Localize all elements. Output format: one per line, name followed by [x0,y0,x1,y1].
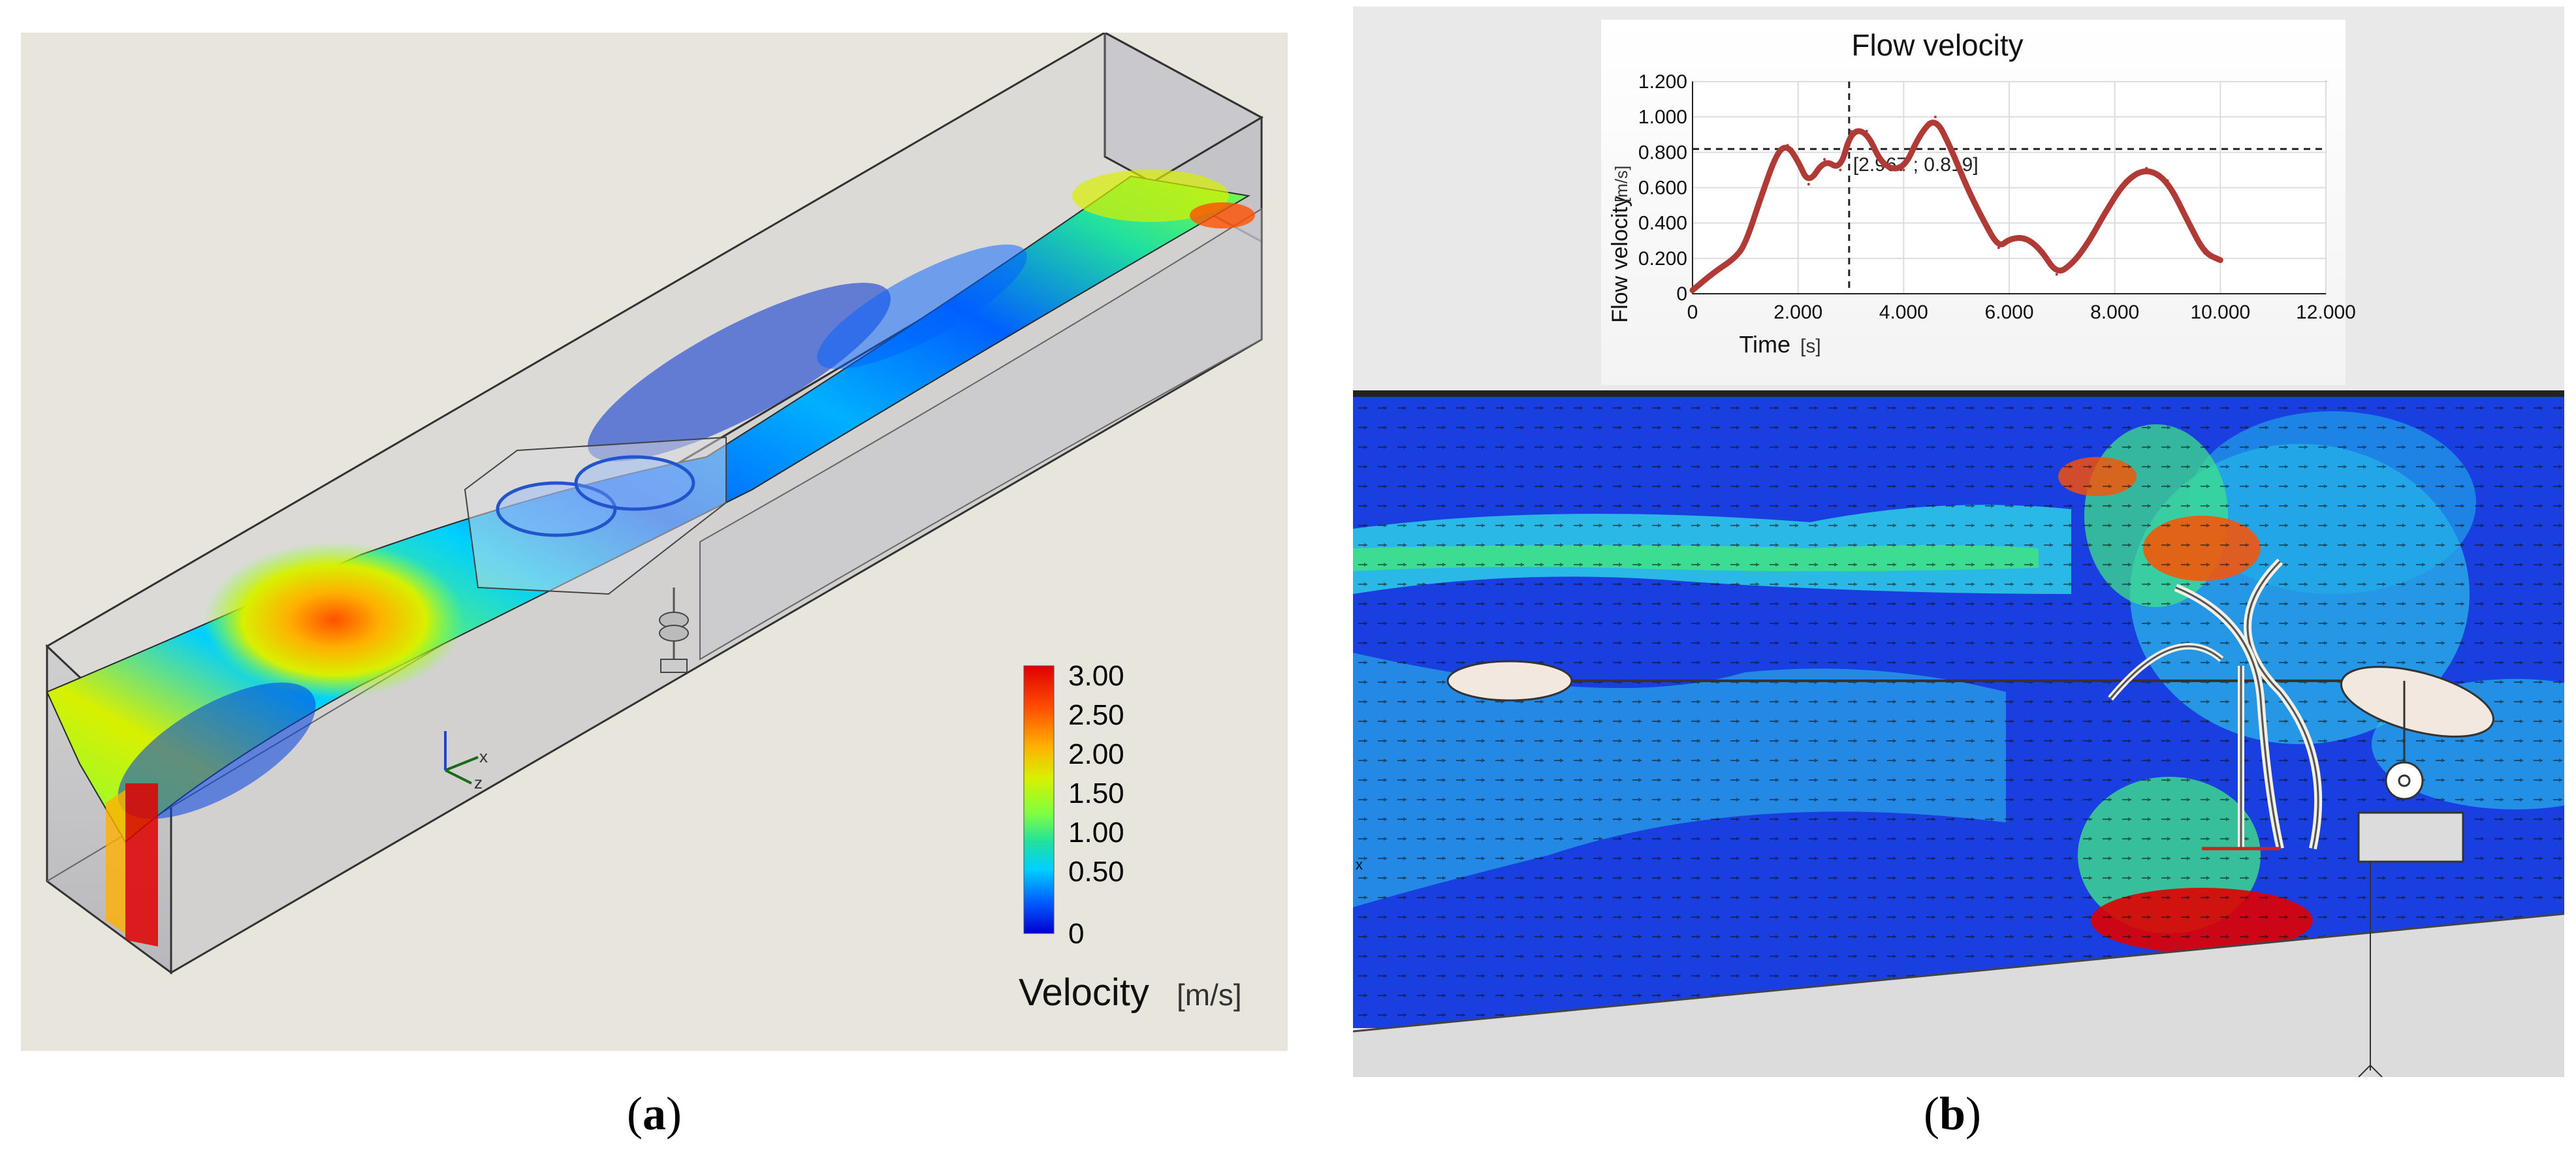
y-tick-label: 0 [1676,283,1687,305]
x-tick-label: 0 [1687,302,1698,323]
legend-tick: 1.50 [1068,777,1124,809]
data-point [1950,147,1953,150]
data-point [2008,238,2011,241]
chart-title: Flow velocity [1851,28,2023,62]
triad-z-label: z [474,773,483,792]
data-point [2024,236,2027,239]
data-point [1733,257,1736,260]
data-point [1839,168,1842,172]
data-point [1760,195,1763,198]
y-tick-label: 0.400 [1638,213,1687,234]
velocity-legend: 3.00 2.50 2.00 1.50 1.00 0.50 0 Velocity… [1019,660,1242,1014]
caption-a-letter: a [642,1088,666,1140]
data-point [1849,129,1852,133]
x-axis-unit: [s] [1800,336,1821,357]
x-tick-label: 10.000 [2190,302,2250,323]
y-tick-label: 0.200 [1638,248,1687,270]
legend-colorbar [1023,665,1055,934]
y-axis-label: Flow velocity [1608,196,1632,323]
x-tick-label: 6.000 [1984,302,2033,323]
right-float [2340,666,2494,738]
legend-tick: 3.00 [1068,660,1124,692]
data-point [2103,213,2106,216]
data-point [1997,246,2000,249]
legend-tick: 0 [1068,918,1084,950]
caption-a: (a) [627,1088,682,1140]
legend-tick: 2.00 [1068,738,1124,770]
turbine-device [464,436,727,673]
data-point [1918,133,1921,136]
rotor-mechanism [1446,558,2494,1077]
data-point [2203,251,2206,255]
series-line [1689,119,2223,294]
x-tick-label: 4.000 [1879,302,1928,323]
legend-tick: 1.00 [1068,817,1124,849]
data-point [2055,273,2058,276]
data-point [1933,116,1937,119]
left-float [1446,660,1573,702]
data-point [2166,179,2169,182]
data-point [1823,158,1826,161]
data-point [1743,243,1747,246]
weight-block [2357,811,2464,863]
data-point [1902,168,1905,172]
axis-triad: x z [444,731,488,792]
axis-marker: x [1356,856,1363,873]
panel-b-canvas: Flow velocity Time [s] Flow velocity [m/… [1353,7,2564,1077]
data-point [1865,129,1868,133]
data-point [2123,179,2127,182]
data-point [2219,258,2222,262]
data-point [2145,166,2148,170]
x-tick-label: 8.000 [2090,302,2139,323]
pulley [2385,761,2424,800]
x-tick-label: 2.000 [1773,302,1822,323]
legend-title: Velocity [1019,971,1149,1014]
legend-tick: 2.50 [1068,699,1124,731]
data-point [1807,183,1810,186]
y-tick-label: 0.600 [1638,178,1687,199]
data-point [1712,271,1715,274]
vector-field: x [1353,390,2564,1077]
data-point [1796,159,1800,163]
data-point [1965,186,1969,189]
caption-b: (b) [1924,1088,1982,1140]
data-point [1786,144,1789,147]
flow-velocity-chart: Flow velocity Time [s] Flow velocity [m/… [1608,28,2356,358]
panel-b-flow-view: Flow velocity Time [s] Flow velocity [m/… [1353,7,2564,1077]
data-point [1691,289,1694,292]
y-tick-label: 1.200 [1638,71,1687,93]
data-point [2039,248,2043,251]
caption-b-letter: b [1939,1088,1966,1140]
data-point [2071,262,2074,265]
data-point [2187,221,2190,225]
y-axis-unit: [m/s] [1612,166,1631,202]
legend-tick: 0.50 [1068,856,1124,888]
x-axis-label: Time [1739,331,1790,358]
legend-unit: [m/s] [1177,978,1242,1012]
y-tick-label: 0.800 [1638,142,1687,163]
data-point [1981,218,1984,221]
y-tick-label: 1.000 [1638,106,1687,128]
data-point [1775,151,1779,154]
data-point [2087,241,2090,244]
panel-a-canvas: x z 3.00 2.50 2.00 1.50 1.00 0.50 0 Velo… [45,33,1264,1014]
data-point [1881,165,1884,168]
x-tick-label: 12.000 [2296,302,2356,323]
panel-a-3d-velocity-view: x z 3.00 2.50 2.00 1.50 1.00 0.50 0 Velo… [21,33,1288,1051]
triad-x-label: x [479,747,488,766]
